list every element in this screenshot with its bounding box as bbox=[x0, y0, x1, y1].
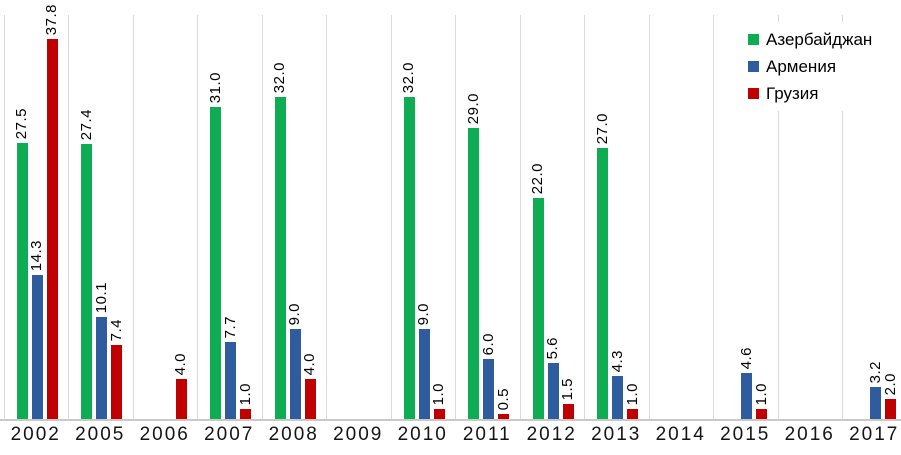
gridline bbox=[455, 15, 456, 419]
legend-swatch-armenia-icon bbox=[748, 61, 759, 72]
x-axis-label-2010: 2010 bbox=[397, 424, 448, 445]
x-axis-label-2005: 2005 bbox=[75, 424, 126, 445]
bar-Азербайджан-2012 bbox=[532, 198, 544, 419]
bar-Армения-2002 bbox=[31, 275, 43, 419]
gridline bbox=[197, 15, 198, 419]
bar-Грузия-2017 bbox=[885, 399, 896, 419]
legend-item-georgia: Грузия bbox=[748, 80, 872, 107]
bar-value-label: 2.0 bbox=[881, 372, 899, 395]
legend-swatch-azerbaijan-icon bbox=[748, 34, 759, 45]
gridline bbox=[326, 15, 327, 419]
bar-value-label: 1.0 bbox=[752, 382, 770, 405]
bar-Азербайджан-2007 bbox=[210, 107, 221, 419]
bar-Грузия-2010 bbox=[433, 409, 445, 419]
bar-Армения-2008 bbox=[289, 329, 301, 419]
gridline bbox=[3, 15, 5, 419]
legend-swatch-georgia-icon bbox=[748, 88, 759, 99]
bar-Армения-2010 bbox=[418, 329, 430, 419]
bar-value-label: 4.6 bbox=[737, 346, 755, 369]
legend-item-azerbaijan: Азербайджан bbox=[748, 26, 872, 53]
x-axis-label-2006: 2006 bbox=[139, 424, 190, 445]
x-axis-label-2013: 2013 bbox=[591, 424, 642, 445]
bar-value-label: 10.1 bbox=[92, 281, 110, 313]
bar-value-label: 4.0 bbox=[172, 352, 189, 375]
bar-value-label: 9.0 bbox=[415, 302, 432, 325]
bar-Азербайджан-2013 bbox=[597, 148, 608, 419]
legend-label-georgia: Грузия bbox=[766, 83, 819, 103]
bar-value-label: 1.5 bbox=[559, 377, 576, 400]
bar-value-label: 37.8 bbox=[43, 3, 60, 35]
bar-Азербайджан-2008 bbox=[274, 97, 286, 419]
bar-value-label: 6.0 bbox=[479, 332, 497, 355]
x-axis-label-2015: 2015 bbox=[720, 424, 771, 445]
bar-value-label: 4.0 bbox=[301, 352, 318, 375]
bar-Азербайджан-2011 bbox=[468, 128, 479, 419]
bar-Азербайджан-2010 bbox=[403, 97, 415, 419]
gridline bbox=[68, 15, 69, 419]
bar-value-label: 14.3 bbox=[28, 239, 45, 271]
bar-value-label: 27.0 bbox=[593, 112, 611, 144]
gridline bbox=[713, 15, 714, 419]
x-axis-line bbox=[0, 419, 901, 421]
bar-Грузия-2011 bbox=[498, 414, 509, 419]
bar-Грузия-2005 bbox=[111, 345, 122, 419]
gridline bbox=[132, 15, 134, 419]
bar-Армения-2013 bbox=[612, 376, 623, 419]
x-axis-label-2017: 2017 bbox=[849, 424, 900, 445]
bar-value-label: 27.4 bbox=[77, 108, 95, 140]
bar-Армения-2012 bbox=[547, 363, 559, 419]
gridline bbox=[777, 15, 779, 419]
bar-value-label: 29.0 bbox=[464, 92, 482, 124]
x-axis-label-2014: 2014 bbox=[655, 424, 706, 445]
bar-value-label: 1.0 bbox=[236, 382, 254, 405]
bar-Грузия-2008 bbox=[304, 379, 316, 419]
bar-Азербайджан-2005 bbox=[81, 144, 92, 419]
x-axis-label-2002: 2002 bbox=[10, 424, 61, 445]
bar-value-label: 4.3 bbox=[608, 349, 626, 372]
bar-Армения-2017 bbox=[870, 387, 881, 419]
gridline bbox=[842, 15, 843, 419]
legend: Азербайджан Армения Грузия bbox=[746, 22, 883, 111]
bar-value-label: 1.0 bbox=[430, 382, 447, 405]
bar-value-label: 7.7 bbox=[221, 315, 239, 338]
bar-value-label: 9.0 bbox=[286, 302, 303, 325]
bar-value-label: 22.0 bbox=[529, 162, 546, 194]
bar-Грузия-2015 bbox=[756, 409, 767, 419]
x-axis-label-2011: 2011 bbox=[462, 424, 512, 445]
x-axis-label-2016: 2016 bbox=[784, 424, 835, 445]
legend-item-armenia: Армения bbox=[748, 53, 872, 80]
x-axis-label-2012: 2012 bbox=[526, 424, 577, 445]
bar-Грузия-2013 bbox=[627, 409, 638, 419]
bar-Армения-2007 bbox=[225, 342, 236, 419]
gridline bbox=[519, 15, 521, 419]
bar-value-label: 0.5 bbox=[494, 387, 512, 410]
x-axis-label-2008: 2008 bbox=[268, 424, 319, 445]
gridline bbox=[648, 15, 650, 419]
bar-value-label: 27.5 bbox=[13, 107, 30, 139]
bar-Азербайджан-2002 bbox=[16, 143, 28, 419]
gridline bbox=[390, 15, 392, 419]
bar-Грузия-2007 bbox=[240, 409, 251, 419]
legend-label-armenia: Армения bbox=[766, 56, 837, 76]
bar-value-label: 32.0 bbox=[400, 61, 417, 93]
legend-label-azerbaijan: Азербайджан bbox=[766, 29, 873, 49]
gridline bbox=[584, 15, 585, 419]
x-axis-label-2007: 2007 bbox=[204, 424, 255, 445]
bar-Армения-2015 bbox=[741, 373, 752, 419]
bar-value-label: 31.0 bbox=[206, 71, 224, 103]
x-axis-label-2009: 2009 bbox=[333, 424, 384, 445]
bar-Грузия-2002 bbox=[46, 39, 58, 419]
bar-Грузия-2012 bbox=[562, 404, 574, 419]
bar-Армения-2005 bbox=[96, 317, 107, 419]
bar-value-label: 7.4 bbox=[107, 318, 125, 341]
bar-value-label: 32.0 bbox=[271, 61, 288, 93]
bar-Армения-2011 bbox=[483, 359, 494, 419]
bar-Грузия-2006 bbox=[175, 379, 187, 419]
bar-value-label: 5.6 bbox=[544, 336, 561, 359]
bar-value-label: 1.0 bbox=[623, 382, 641, 405]
gridline bbox=[261, 15, 263, 419]
